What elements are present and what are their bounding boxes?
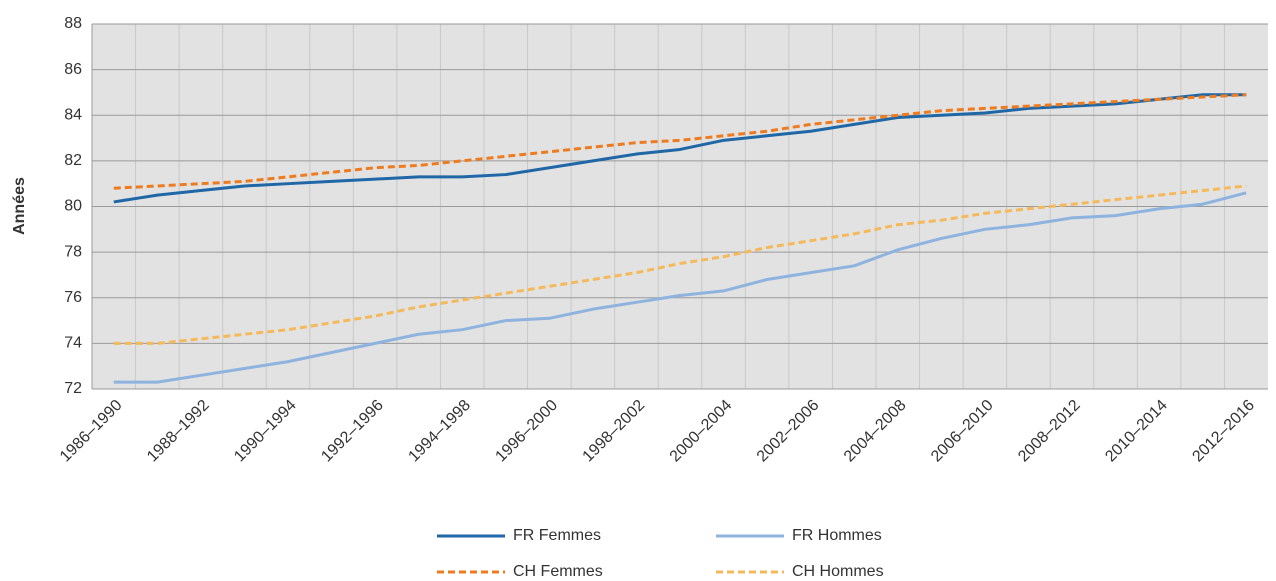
series-line xyxy=(113,93,1247,190)
x-tick-label: 1990–1994 xyxy=(231,397,300,466)
y-tick-label: 72 xyxy=(64,380,82,397)
legend-label: FR Hommes xyxy=(792,527,882,544)
x-tick-label: 1994–1998 xyxy=(405,397,474,466)
x-tick-label: 1988–1992 xyxy=(144,397,213,466)
y-axis-label: Années xyxy=(11,177,28,235)
y-tick-label: 76 xyxy=(64,289,82,306)
y-tick-label: 86 xyxy=(64,61,82,78)
series-line xyxy=(113,191,1247,384)
x-tick-label: 2000–2004 xyxy=(667,397,736,466)
x-tick-label: 2012–2016 xyxy=(1189,397,1258,466)
legend-label: CH Hommes xyxy=(792,563,884,580)
x-tick-label: 2004–2008 xyxy=(841,397,910,466)
series-line xyxy=(113,184,1247,345)
y-tick-label: 82 xyxy=(64,152,82,169)
series-line xyxy=(113,93,1247,204)
x-tick-label: 1996–2000 xyxy=(492,397,561,466)
x-tick-label: 2002–2006 xyxy=(754,397,823,466)
legend-label: CH Femmes xyxy=(513,563,603,580)
y-tick-label: 74 xyxy=(64,335,82,352)
y-tick-label: 80 xyxy=(64,198,82,215)
x-tick-label: 1986–1990 xyxy=(57,397,126,466)
y-tick-label: 78 xyxy=(64,243,82,260)
x-tick-label: 2008–2012 xyxy=(1015,397,1084,466)
y-tick-label: 84 xyxy=(64,106,82,123)
x-tick-label: 1998–2002 xyxy=(580,397,649,466)
legend-label: FR Femmes xyxy=(513,527,601,544)
x-tick-label: 1992–1996 xyxy=(318,397,387,466)
x-tick-label: 2006–2010 xyxy=(928,397,997,466)
x-tick-label: 2010–2014 xyxy=(1102,397,1171,466)
y-tick-label: 88 xyxy=(64,15,82,32)
